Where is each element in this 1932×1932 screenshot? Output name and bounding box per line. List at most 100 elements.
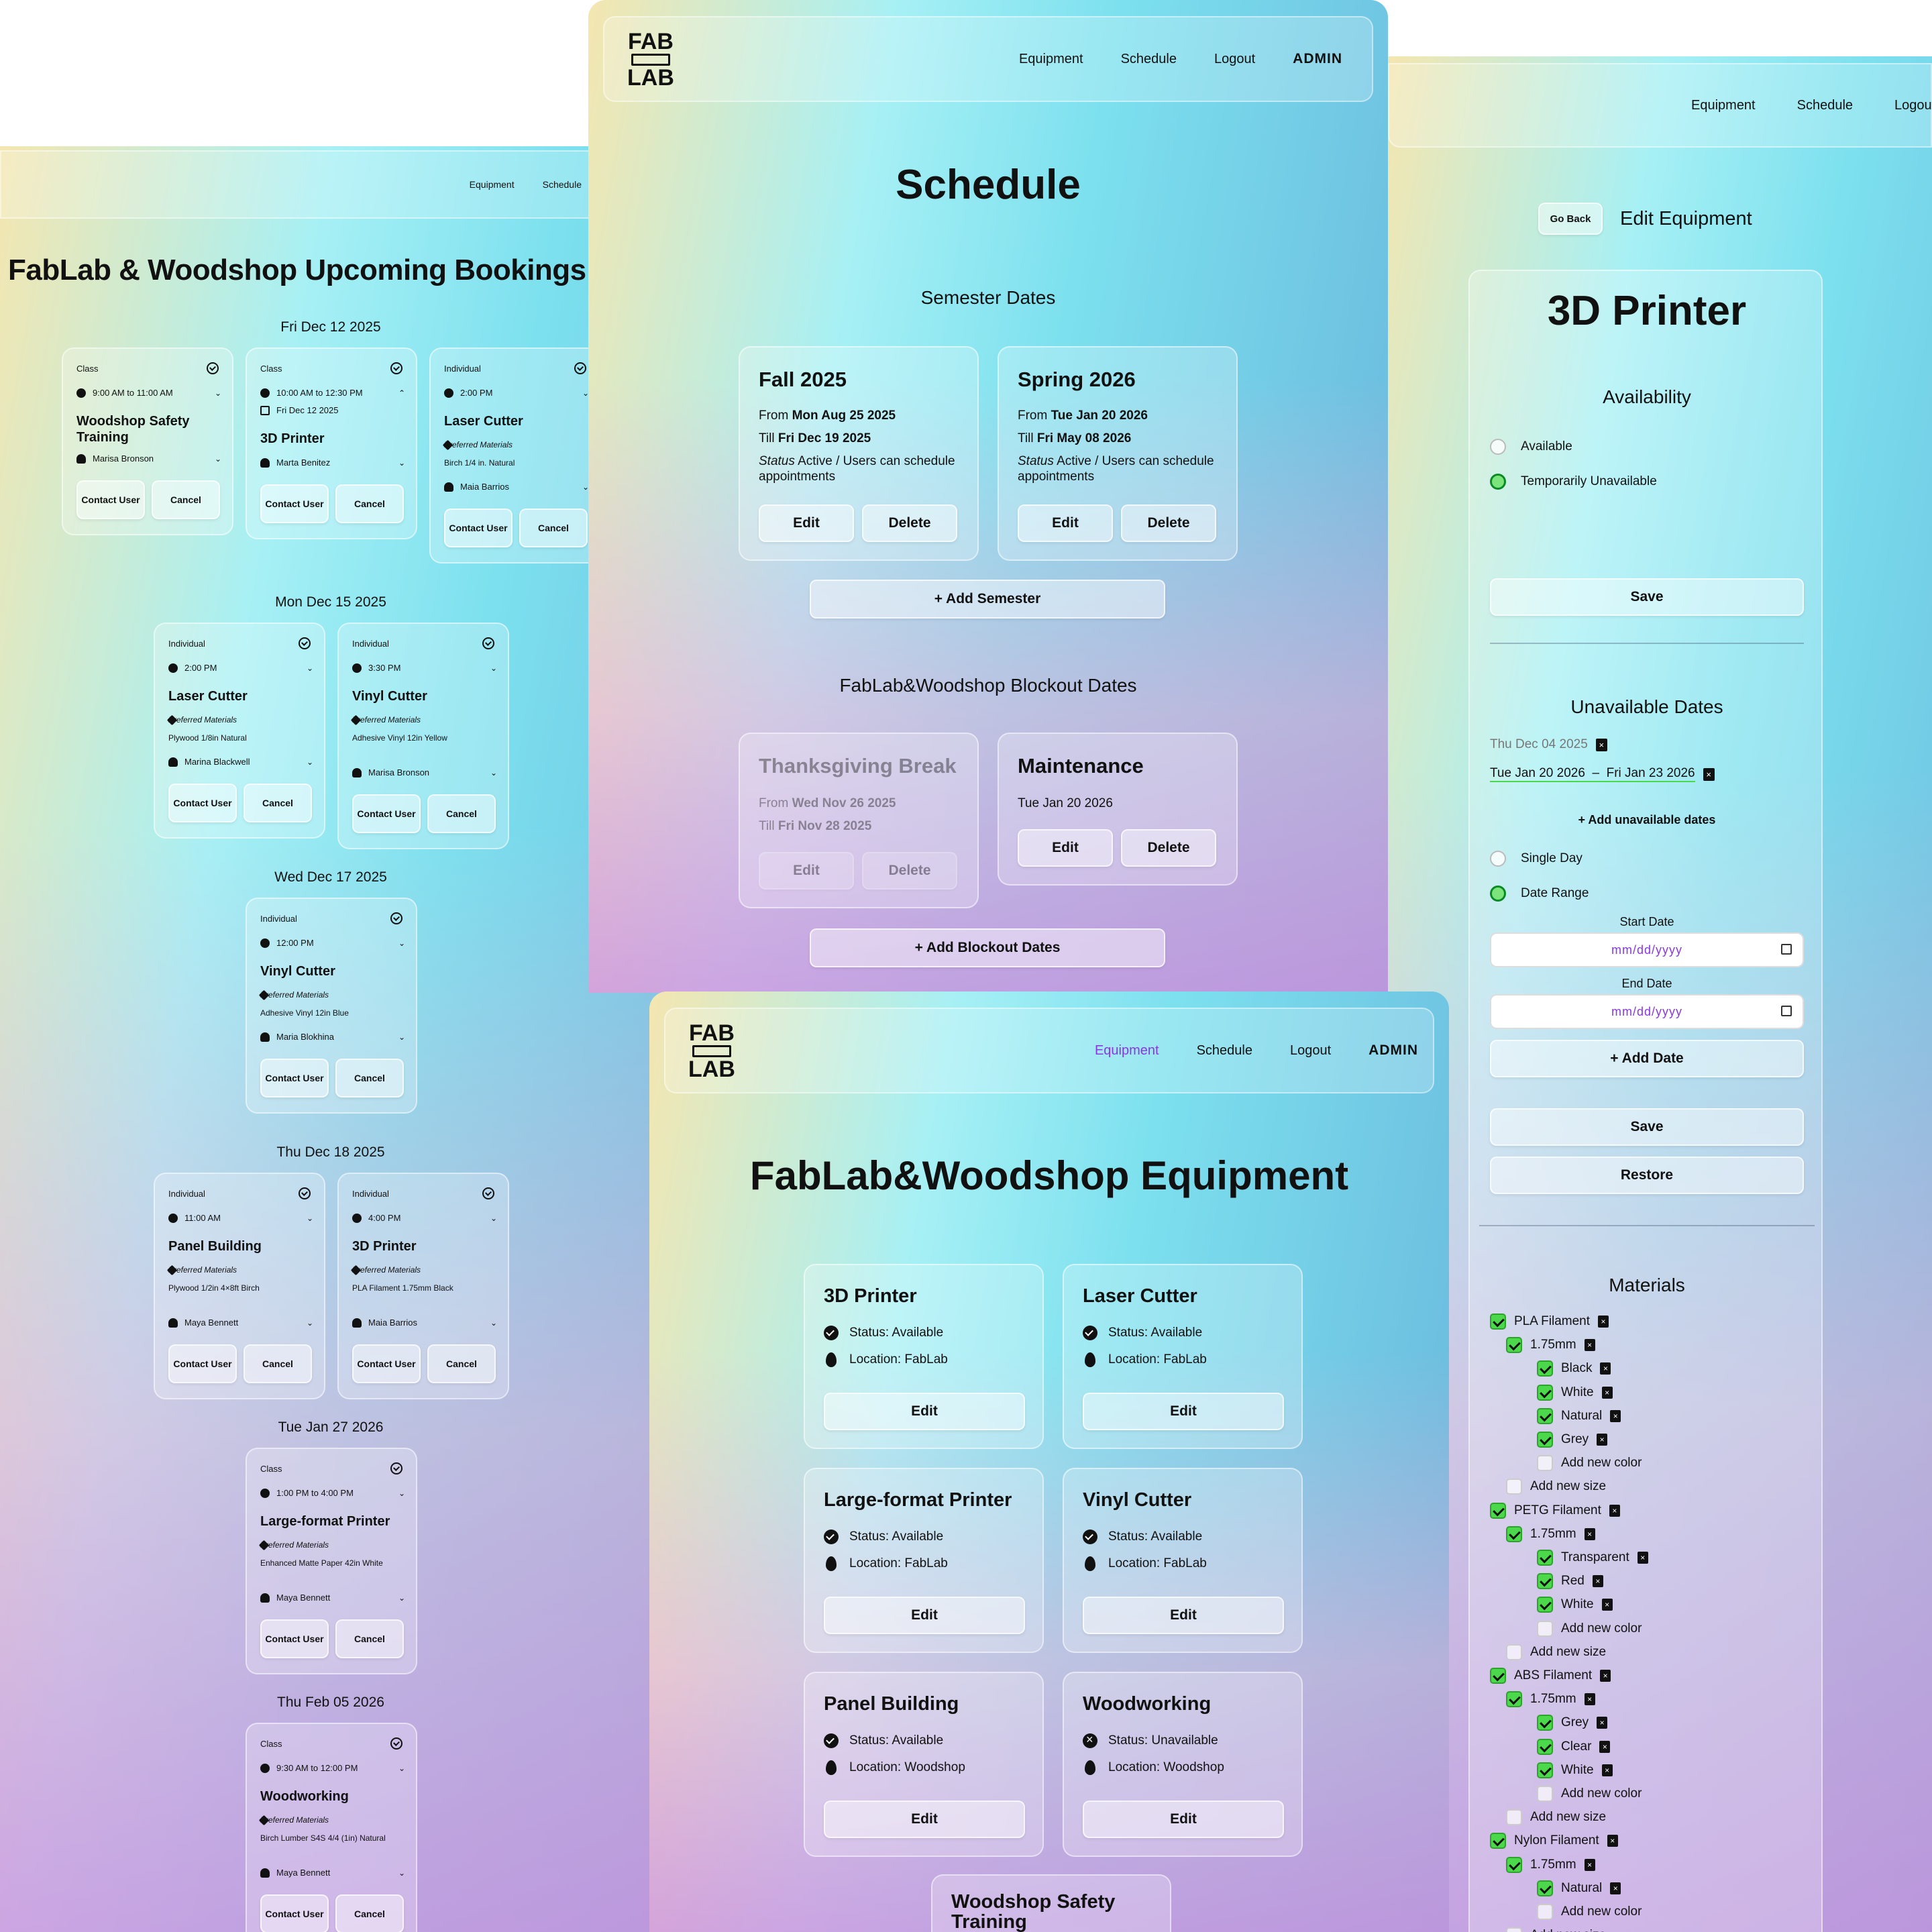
booking-time-row[interactable]: 4:00 PM ⌄ [352,1213,497,1223]
checkbox-checked-icon[interactable] [1490,1833,1506,1849]
save-dates-button[interactable]: Save [1490,1108,1804,1146]
booking-time-row[interactable]: 1:00 PM to 4:00 PM ⌄ [260,1488,405,1498]
delete-x-icon[interactable]: × [1601,1764,1613,1776]
checkbox-empty-icon[interactable] [1537,1786,1553,1802]
checkbox-checked-icon[interactable] [1537,1432,1553,1448]
material-color-item[interactable]: Grey × [1537,1715,1608,1731]
delete-button[interactable]: Delete [862,852,957,890]
radio-selected-icon[interactable] [1490,474,1506,490]
start-date-input[interactable]: mm/dd/yyyy [1490,932,1804,967]
nav-equipment[interactable]: Equipment [469,179,515,190]
material-item[interactable]: Nylon Filament × [1490,1833,1618,1849]
delete-x-icon[interactable]: × [1584,1339,1595,1352]
chevron-down-icon[interactable]: ⌄ [490,767,497,777]
checkbox-empty-icon[interactable] [1506,1644,1522,1660]
chevron-down-icon[interactable]: ⌄ [398,1032,405,1042]
edit-button[interactable]: Edit [1018,829,1113,867]
checkbox-checked-icon[interactable] [1490,1668,1506,1684]
booking-time-row[interactable]: 2:00 PM ⌄ [444,388,589,398]
chevron-down-icon[interactable]: ⌄ [582,388,589,398]
checkbox-checked-icon[interactable] [1537,1360,1553,1377]
checkbox-checked-icon[interactable] [1537,1715,1553,1731]
checkbox-checked-icon[interactable] [1537,1384,1553,1401]
chevron-down-icon[interactable]: ⌄ [398,1593,405,1603]
cancel-booking-button[interactable]: Cancel [335,1059,404,1097]
checkbox-checked-icon[interactable] [1537,1762,1553,1778]
cancel-booking-button[interactable]: Cancel [335,484,404,523]
nav-schedule[interactable]: Schedule [1120,51,1177,66]
add-new-size[interactable]: Add new size [1506,1479,1606,1495]
edit-equipment-button[interactable]: Edit [824,1597,1025,1634]
chevron-down-icon[interactable]: ⌄ [306,663,313,673]
booking-user-row[interactable]: Marina Blackwell ⌄ [168,757,313,767]
nav-admin[interactable]: ADMIN [1293,51,1342,66]
chevron-down-icon[interactable]: ⌄ [214,388,221,398]
go-back-button[interactable]: Go Back [1538,203,1603,235]
nav-schedule[interactable]: Schedule [1796,97,1854,113]
edit-equipment-button[interactable]: Edit [1083,1801,1284,1838]
checkbox-checked-icon[interactable] [1537,1550,1553,1566]
add-new-size[interactable]: Add new size [1506,1644,1606,1660]
edit-equipment-button[interactable]: Edit [824,1393,1025,1430]
chevron-down-icon[interactable]: ⌄ [306,757,313,767]
contact-user-button[interactable]: Contact User [168,1344,237,1383]
booking-time-row[interactable]: 9:30 AM to 12:00 PM ⌄ [260,1763,405,1773]
contact-user-button[interactable]: Contact User [352,1344,421,1383]
cancel-booking-button[interactable]: Cancel [519,508,588,547]
cancel-booking-button[interactable]: Cancel [244,1344,312,1383]
material-item[interactable]: ABS Filament × [1490,1668,1611,1684]
chevron-down-icon[interactable]: ⌄ [398,1868,405,1878]
material-color-item[interactable]: Transparent × [1537,1550,1648,1566]
delete-x-icon[interactable]: × [1599,1740,1611,1753]
delete-x-icon[interactable]: × [1637,1552,1648,1564]
checkbox-empty-icon[interactable] [1506,1927,1522,1932]
add-new-size[interactable]: Add new size [1506,1927,1606,1932]
nav-admin[interactable]: ADMIN [1368,1042,1418,1058]
contact-user-button[interactable]: Contact User [260,1059,329,1097]
add-new-color[interactable]: Add new color [1537,1786,1642,1802]
booking-user-row[interactable]: Maia Barrios ⌄ [352,1318,497,1328]
edit-button[interactable]: Edit [1018,504,1113,542]
booking-time-row[interactable]: 2:00 PM ⌄ [168,663,313,673]
check-circle-icon[interactable] [574,362,586,374]
add-date-button[interactable]: + Add Date [1490,1040,1804,1077]
radio-circle-icon[interactable] [1490,851,1506,867]
chevron-down-icon[interactable]: ⌄ [398,1488,405,1498]
check-circle-icon[interactable] [390,1737,402,1750]
checkbox-checked-icon[interactable] [1537,1880,1553,1896]
check-circle-icon[interactable] [390,912,402,924]
nav-equipment[interactable]: Equipment [1094,1042,1159,1058]
add-new-color[interactable]: Add new color [1537,1904,1642,1920]
material-item[interactable]: PLA Filament × [1490,1313,1609,1330]
contact-user-button[interactable]: Contact User [76,480,145,519]
chevron-down-icon[interactable]: ⌄ [398,938,405,948]
contact-user-button[interactable]: Contact User [168,784,237,822]
booking-time-row[interactable]: 11:00 AM ⌄ [168,1213,313,1223]
material-color-item[interactable]: Clear × [1537,1738,1611,1755]
booking-user-row[interactable]: Maya Bennett ⌄ [260,1593,405,1603]
nav-schedule[interactable]: Schedule [1196,1042,1252,1058]
booking-time-row[interactable]: 12:00 PM ⌄ [260,938,405,948]
save-availability-button[interactable]: Save [1490,578,1804,616]
booking-user-row[interactable]: Marta Benitez ⌄ [260,458,405,468]
check-circle-icon[interactable] [390,362,402,374]
end-date-input[interactable]: mm/dd/yyyy [1490,994,1804,1029]
material-color-item[interactable]: Grey × [1537,1432,1608,1448]
checkbox-empty-icon[interactable] [1537,1904,1553,1920]
calendar-icon[interactable] [1781,1006,1792,1016]
checkbox-empty-icon[interactable] [1506,1479,1522,1495]
checkbox-checked-icon[interactable] [1506,1691,1522,1708]
material-item[interactable]: PETG Filament × [1490,1502,1620,1519]
check-circle-icon[interactable] [299,1187,311,1199]
nav-equipment[interactable]: Equipment [1018,51,1083,66]
booking-user-row[interactable]: Maya Bennett ⌄ [168,1318,313,1328]
delete-x-icon[interactable]: × [1597,1434,1608,1446]
checkbox-checked-icon[interactable] [1537,1597,1553,1613]
radio-circle-icon[interactable] [1490,439,1506,455]
delete-x-icon[interactable]: × [1584,1693,1595,1706]
delete-x-icon[interactable]: × [1610,1882,1621,1894]
delete-x-icon[interactable]: × [1600,1670,1611,1682]
material-color-item[interactable]: Natural × [1537,1407,1621,1424]
add-new-color[interactable]: Add new color [1537,1620,1642,1637]
restore-button[interactable]: Restore [1490,1157,1804,1194]
